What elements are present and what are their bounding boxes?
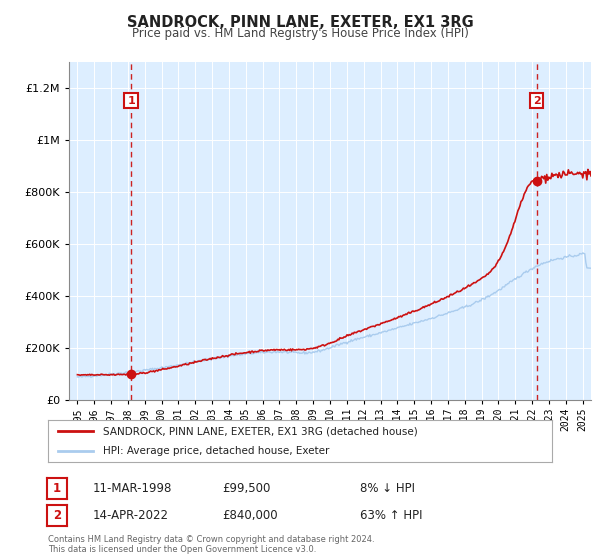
Text: 11-MAR-1998: 11-MAR-1998 bbox=[93, 482, 172, 495]
Text: 14-APR-2022: 14-APR-2022 bbox=[93, 508, 169, 522]
Text: 8% ↓ HPI: 8% ↓ HPI bbox=[360, 482, 415, 495]
Text: 1: 1 bbox=[127, 96, 135, 106]
Text: SANDROCK, PINN LANE, EXETER, EX1 3RG: SANDROCK, PINN LANE, EXETER, EX1 3RG bbox=[127, 15, 473, 30]
Text: SANDROCK, PINN LANE, EXETER, EX1 3RG (detached house): SANDROCK, PINN LANE, EXETER, EX1 3RG (de… bbox=[103, 426, 418, 436]
Text: £99,500: £99,500 bbox=[222, 482, 271, 495]
Text: £840,000: £840,000 bbox=[222, 508, 278, 522]
Text: 2: 2 bbox=[533, 96, 541, 106]
Text: 63% ↑ HPI: 63% ↑ HPI bbox=[360, 508, 422, 522]
Text: HPI: Average price, detached house, Exeter: HPI: Average price, detached house, Exet… bbox=[103, 446, 330, 456]
Text: 2: 2 bbox=[53, 508, 61, 522]
Text: Contains HM Land Registry data © Crown copyright and database right 2024.
This d: Contains HM Land Registry data © Crown c… bbox=[48, 535, 374, 554]
Text: Price paid vs. HM Land Registry's House Price Index (HPI): Price paid vs. HM Land Registry's House … bbox=[131, 27, 469, 40]
Text: 1: 1 bbox=[53, 482, 61, 495]
